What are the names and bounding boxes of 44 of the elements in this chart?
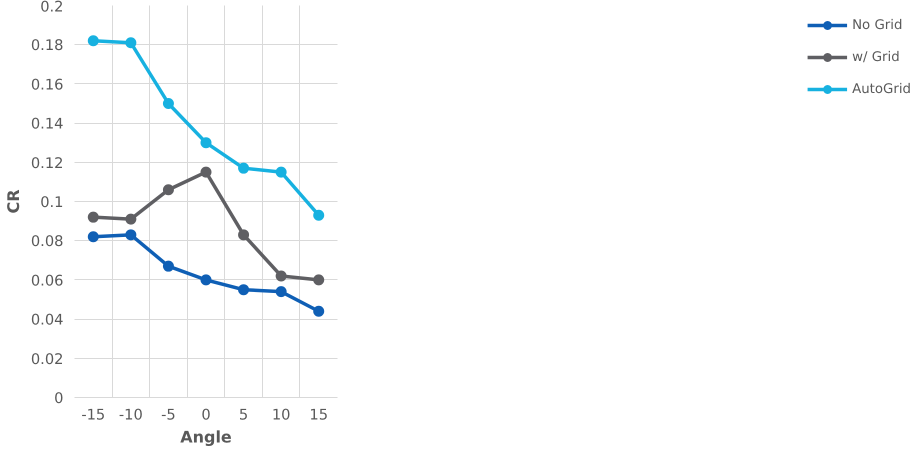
point <box>88 212 99 223</box>
y-tick-label: 0.08 <box>30 233 64 250</box>
point <box>125 37 136 48</box>
x-tick-label: 10 <box>272 406 290 424</box>
y-axis-title: CR <box>4 189 23 214</box>
point <box>162 260 174 272</box>
y-tick-label: 0.16 <box>30 76 64 94</box>
y-tick-label: 0.06 <box>30 272 64 290</box>
point <box>238 162 250 174</box>
point <box>276 166 287 178</box>
x-tick-label: 0 <box>201 406 211 424</box>
y-tick-label: 0.18 <box>30 37 64 54</box>
x-tick-label: 15 <box>309 406 328 424</box>
point <box>238 284 250 296</box>
point <box>313 210 324 221</box>
x-tick-label: -5 <box>161 406 176 424</box>
x-axis-title: Angle <box>180 428 232 446</box>
legend-label: AutoGrid <box>852 82 911 96</box>
y-tick-label: 0.04 <box>30 312 64 329</box>
x-tick-label: 5 <box>238 406 248 424</box>
point <box>313 306 324 317</box>
point <box>125 229 136 240</box>
point <box>200 274 212 286</box>
legend-label: w/ Grid <box>852 50 900 64</box>
y-tick-label: 0.14 <box>30 116 64 133</box>
point <box>88 35 99 46</box>
y-tick-label: 0.1 <box>40 194 64 211</box>
legend-label: No Grid <box>852 18 902 32</box>
point <box>88 231 99 242</box>
x-tick-label: -15 <box>81 406 106 424</box>
point <box>276 286 287 298</box>
point <box>238 229 250 240</box>
point <box>162 184 174 196</box>
point <box>162 98 174 109</box>
y-tick-label: 0.2 <box>40 0 64 16</box>
point <box>200 137 212 148</box>
point <box>276 270 287 282</box>
point <box>125 214 136 225</box>
y-tick-label: 0 <box>54 390 64 407</box>
point <box>313 274 324 286</box>
x-tick-label: -10 <box>118 406 143 424</box>
y-tick-label: 0.02 <box>30 350 64 368</box>
y-tick-label: 0.12 <box>30 154 64 172</box>
point <box>200 166 212 178</box>
